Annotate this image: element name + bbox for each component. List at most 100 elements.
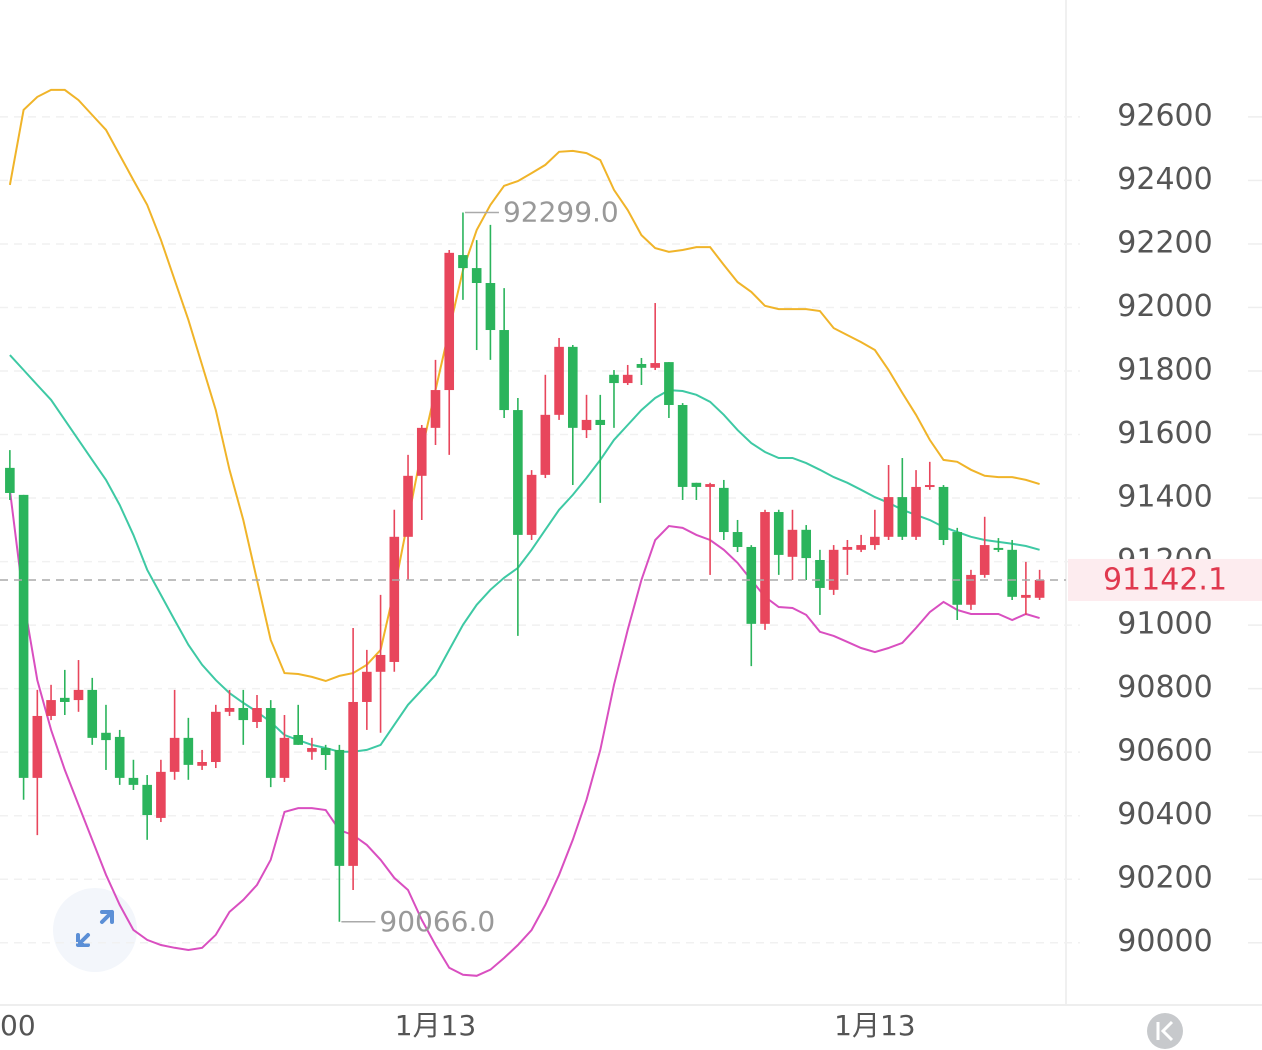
candle-body <box>211 711 221 763</box>
candle-body <box>787 529 798 557</box>
candle-body <box>677 404 688 487</box>
candle-body <box>279 737 290 778</box>
y-tick-label: 90000 <box>1117 924 1212 959</box>
candle-body <box>252 708 262 722</box>
candle-body <box>622 374 633 384</box>
candle-body <box>719 487 729 533</box>
candle-body <box>966 574 976 605</box>
candle-body <box>114 736 125 778</box>
candle-body <box>705 484 715 487</box>
bollinger-line <box>8 88 1040 683</box>
candle-body <box>471 268 482 284</box>
candle-body <box>870 536 880 546</box>
candle-body <box>238 708 249 721</box>
candle-body <box>87 689 98 738</box>
candle-body <box>156 771 166 818</box>
scroll-to-latest-button[interactable] <box>1147 1013 1183 1049</box>
current-price-box <box>1068 558 1262 601</box>
candle-body <box>32 715 43 778</box>
candle-body <box>540 414 551 475</box>
candles <box>5 212 1045 922</box>
candle-body <box>883 497 894 537</box>
candle-body <box>650 363 660 368</box>
y-tick-label: 92400 <box>1117 162 1212 197</box>
candle-body <box>938 486 949 540</box>
x-tick-label: 00 <box>0 1009 36 1042</box>
candle-body <box>444 252 455 391</box>
candle-body <box>554 346 564 415</box>
candle-body <box>842 546 853 550</box>
candle-body <box>5 467 15 493</box>
expand-button-bg <box>53 888 137 972</box>
candle-body <box>1034 579 1045 598</box>
candle-body <box>348 701 358 866</box>
candle-body <box>664 362 674 405</box>
candle-body <box>1021 594 1031 598</box>
candle-body <box>567 346 578 428</box>
candle-body <box>636 364 647 368</box>
candle-body <box>595 419 606 425</box>
candle-body <box>581 419 592 431</box>
expand-button[interactable] <box>53 888 137 972</box>
candle-body <box>101 732 111 741</box>
candle-body <box>801 529 812 559</box>
grid <box>0 116 1262 944</box>
candle-body <box>142 784 152 816</box>
candle-body <box>732 532 743 547</box>
candle-body <box>513 410 523 535</box>
candle-body <box>224 708 235 712</box>
candle-body <box>773 512 784 555</box>
labels: 9000090200904009060090800910009120091400… <box>0 98 1262 1042</box>
candle-body <box>46 700 56 716</box>
candle-body <box>403 475 413 537</box>
y-tick-label: 90200 <box>1117 861 1212 896</box>
extreme-label: 92299.0 <box>503 195 619 228</box>
candle-body <box>334 749 345 866</box>
bands <box>8 88 1040 977</box>
extreme-label: 90066.0 <box>379 905 495 938</box>
candle-body <box>979 545 990 575</box>
x-tick-label: 1月13 <box>834 1009 915 1042</box>
candle-body <box>307 748 317 752</box>
candle-body <box>993 547 1004 550</box>
x-tick-label: 1月13 <box>395 1009 476 1042</box>
y-tick-label: 91400 <box>1117 480 1212 515</box>
candle-body <box>897 497 908 537</box>
candle-body <box>911 486 921 537</box>
candle-body <box>609 374 619 384</box>
candle-body <box>293 735 303 745</box>
candle-body <box>760 512 770 624</box>
candle-body <box>389 536 400 662</box>
candle-body <box>169 737 180 772</box>
expand-icon <box>76 910 114 947</box>
candle-body <box>924 485 935 488</box>
scroll-icon <box>1156 1020 1174 1042</box>
candle-body <box>746 546 757 624</box>
candle-body <box>458 255 468 269</box>
y-tick-label: 90400 <box>1117 797 1212 832</box>
candle-body <box>375 654 386 672</box>
y-tick-label: 90800 <box>1117 670 1212 705</box>
candle-body <box>59 697 70 702</box>
bollinger-line <box>8 489 1040 977</box>
y-tick-label: 92000 <box>1117 289 1212 324</box>
candle-body <box>320 748 331 756</box>
candle-body <box>691 482 702 487</box>
candle-body <box>952 532 963 605</box>
candle-body <box>856 545 866 550</box>
bollinger-line <box>9 354 1040 753</box>
candle-body <box>128 777 139 785</box>
candle-body <box>362 671 372 702</box>
candle-body <box>73 689 84 701</box>
candle-body <box>183 737 194 765</box>
y-tick-label: 92200 <box>1117 225 1212 260</box>
y-tick-label: 91800 <box>1117 352 1212 387</box>
current-price-label: 91142.1 <box>1103 562 1227 597</box>
y-tick-label: 91000 <box>1117 607 1212 642</box>
candle-body <box>526 474 537 535</box>
y-tick-label: 90600 <box>1117 734 1212 769</box>
candle-body <box>197 762 207 766</box>
candle-body <box>815 559 825 588</box>
